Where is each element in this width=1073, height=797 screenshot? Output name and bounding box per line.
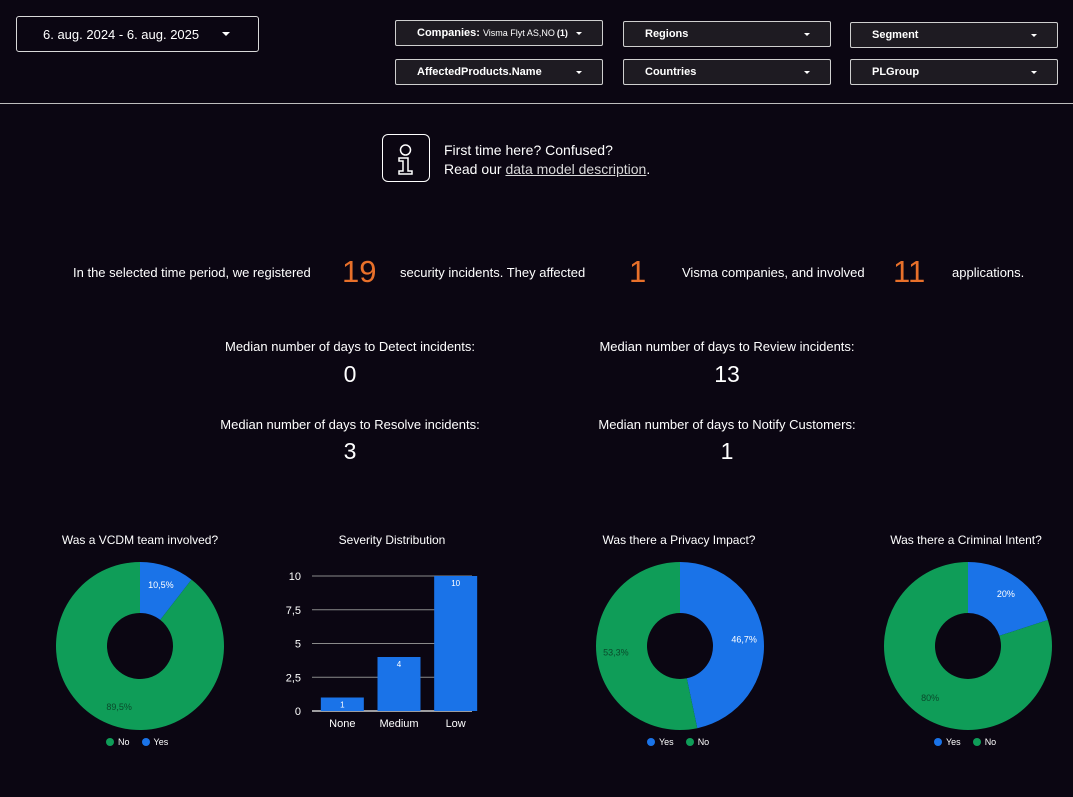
vcdm-chart-title: Was a VCDM team involved? <box>61 533 219 547</box>
companies-count: 1 <box>629 254 647 289</box>
bar-none <box>320 697 364 711</box>
segment-filter-label: Segment <box>872 29 919 41</box>
legend-item: No <box>697 737 710 747</box>
applications-count: 11 <box>893 254 926 289</box>
y-tick-label: 10 <box>289 571 301 583</box>
vcdm-donut-chart: 10,5% 89,5% <box>56 562 225 730</box>
severity-chart-title: Severity Distribution <box>338 533 446 547</box>
median-notify-value: 1 <box>720 438 734 464</box>
bar-value-label: 10 <box>451 579 460 588</box>
vcdm-legend: No Yes <box>106 737 168 747</box>
donut-label-yes: 20% <box>997 589 1015 599</box>
privacy-donut-chart: 46,7% 53,3% <box>596 562 764 730</box>
bar-value-label: 1 <box>340 701 345 710</box>
donut-slice-no <box>884 562 1052 730</box>
plgroup-filter-label: PLGroup <box>872 66 920 78</box>
donut-label-yes: 46,7% <box>731 634 757 644</box>
y-tick-label: 2,5 <box>286 672 301 684</box>
donut-label-yes: 10,5% <box>148 580 174 590</box>
affected-products-filter-label: AffectedProducts.Name <box>417 66 542 78</box>
info-period: . <box>646 161 651 177</box>
median-notify-label: Median number of days to Notify Customer… <box>598 417 856 432</box>
countries-filter[interactable]: Countries <box>623 59 831 85</box>
legend-green-dot <box>685 738 694 746</box>
companies-filter-value: Visma Flyt AS,NO <box>482 28 555 38</box>
plgroup-filter[interactable]: PLGroup <box>850 59 1058 85</box>
criminal-legend: Yes No <box>934 737 996 747</box>
legend-green-dot <box>972 738 981 746</box>
x-tick-label: None <box>329 718 355 730</box>
y-tick-label: 7,5 <box>286 605 301 617</box>
regions-filter[interactable]: Regions <box>623 21 831 47</box>
bar-medium <box>377 657 421 711</box>
criminal-chart-title: Was there a Criminal Intent? <box>890 533 1042 547</box>
incidents-count: 19 <box>342 254 377 289</box>
y-tick-label: 0 <box>295 706 301 718</box>
bar-value-label: 4 <box>397 660 402 669</box>
summary-text-4: applications. <box>952 265 1025 280</box>
caret-down-icon <box>1031 71 1037 74</box>
severity-bar-chart: 0 2,5 5 7,5 10 1 None 4 Medium 10 Low <box>286 571 478 730</box>
privacy-chart-title: Was there a Privacy Impact? <box>602 533 756 547</box>
info-line-1: First time here? Confused? <box>444 142 613 158</box>
median-detect-value: 0 <box>343 361 357 387</box>
legend-item: No <box>984 737 997 747</box>
legend-item: Yes <box>659 737 674 747</box>
header-divider <box>0 103 1073 104</box>
date-range-selector[interactable]: 6. aug. 2024 - 6. aug. 2025 <box>16 16 259 52</box>
donut-label-no: 80% <box>921 693 939 703</box>
x-tick-label: Low <box>446 718 466 730</box>
caret-down-icon <box>576 32 582 35</box>
legend-blue-dot <box>647 738 655 746</box>
summary-text-3: Visma companies, and involved <box>682 265 865 280</box>
donut-slice-no <box>56 562 225 730</box>
criminal-donut-chart: 20% 80% <box>884 562 1052 730</box>
legend-item: Yes <box>153 737 169 747</box>
median-review-label: Median number of days to Review incident… <box>599 339 855 354</box>
date-range-text: 6. aug. 2024 - 6. aug. 2025 <box>43 26 200 42</box>
summary-text-2: security incidents. They affected <box>400 265 586 280</box>
legend-green-dot <box>106 738 114 746</box>
regions-filter-label: Regions <box>645 28 689 40</box>
countries-filter-label: Countries <box>645 66 697 78</box>
median-review-value: 13 <box>714 361 740 387</box>
bar-low <box>434 576 478 711</box>
median-resolve-value: 3 <box>343 438 357 464</box>
info-icon <box>382 134 430 182</box>
caret-down-icon <box>804 71 810 74</box>
data-model-description-link[interactable]: data model description <box>505 161 647 177</box>
companies-filter[interactable]: Companies: Visma Flyt AS,NO (1) <box>395 20 603 46</box>
median-detect-label: Median number of days to Detect incident… <box>224 339 476 354</box>
caret-down-icon <box>576 71 582 74</box>
donut-slice-yes <box>680 562 764 729</box>
segment-filter[interactable]: Segment <box>850 22 1058 48</box>
legend-blue-dot <box>934 738 942 746</box>
donut-slice-no <box>596 562 698 730</box>
legend-item: Yes <box>946 737 961 747</box>
x-tick-label: Medium <box>379 718 418 730</box>
legend-item: No <box>118 737 130 747</box>
donut-slice-yes <box>140 562 192 620</box>
affected-products-filter[interactable]: AffectedProducts.Name <box>395 59 603 85</box>
y-tick-label: 5 <box>295 639 301 651</box>
companies-filter-count: (1) <box>556 28 568 38</box>
privacy-legend: Yes No <box>647 737 709 747</box>
donut-label-no: 89,5% <box>106 702 132 712</box>
donut-slice-yes <box>968 562 1048 636</box>
donut-label-no: 53,3% <box>603 648 629 658</box>
legend-blue-dot <box>141 738 150 746</box>
caret-down-icon <box>1031 34 1037 37</box>
info-message: First time here? Confused? Read our data… <box>444 141 650 179</box>
caret-down-icon <box>804 33 810 36</box>
caret-down-icon <box>222 32 230 36</box>
median-resolve-label: Median number of days to Resolve inciden… <box>220 417 480 432</box>
summary-text-1: In the selected time period, we register… <box>73 265 311 280</box>
info-read-our: Read our <box>444 161 502 177</box>
companies-filter-label: Companies: <box>417 27 480 39</box>
